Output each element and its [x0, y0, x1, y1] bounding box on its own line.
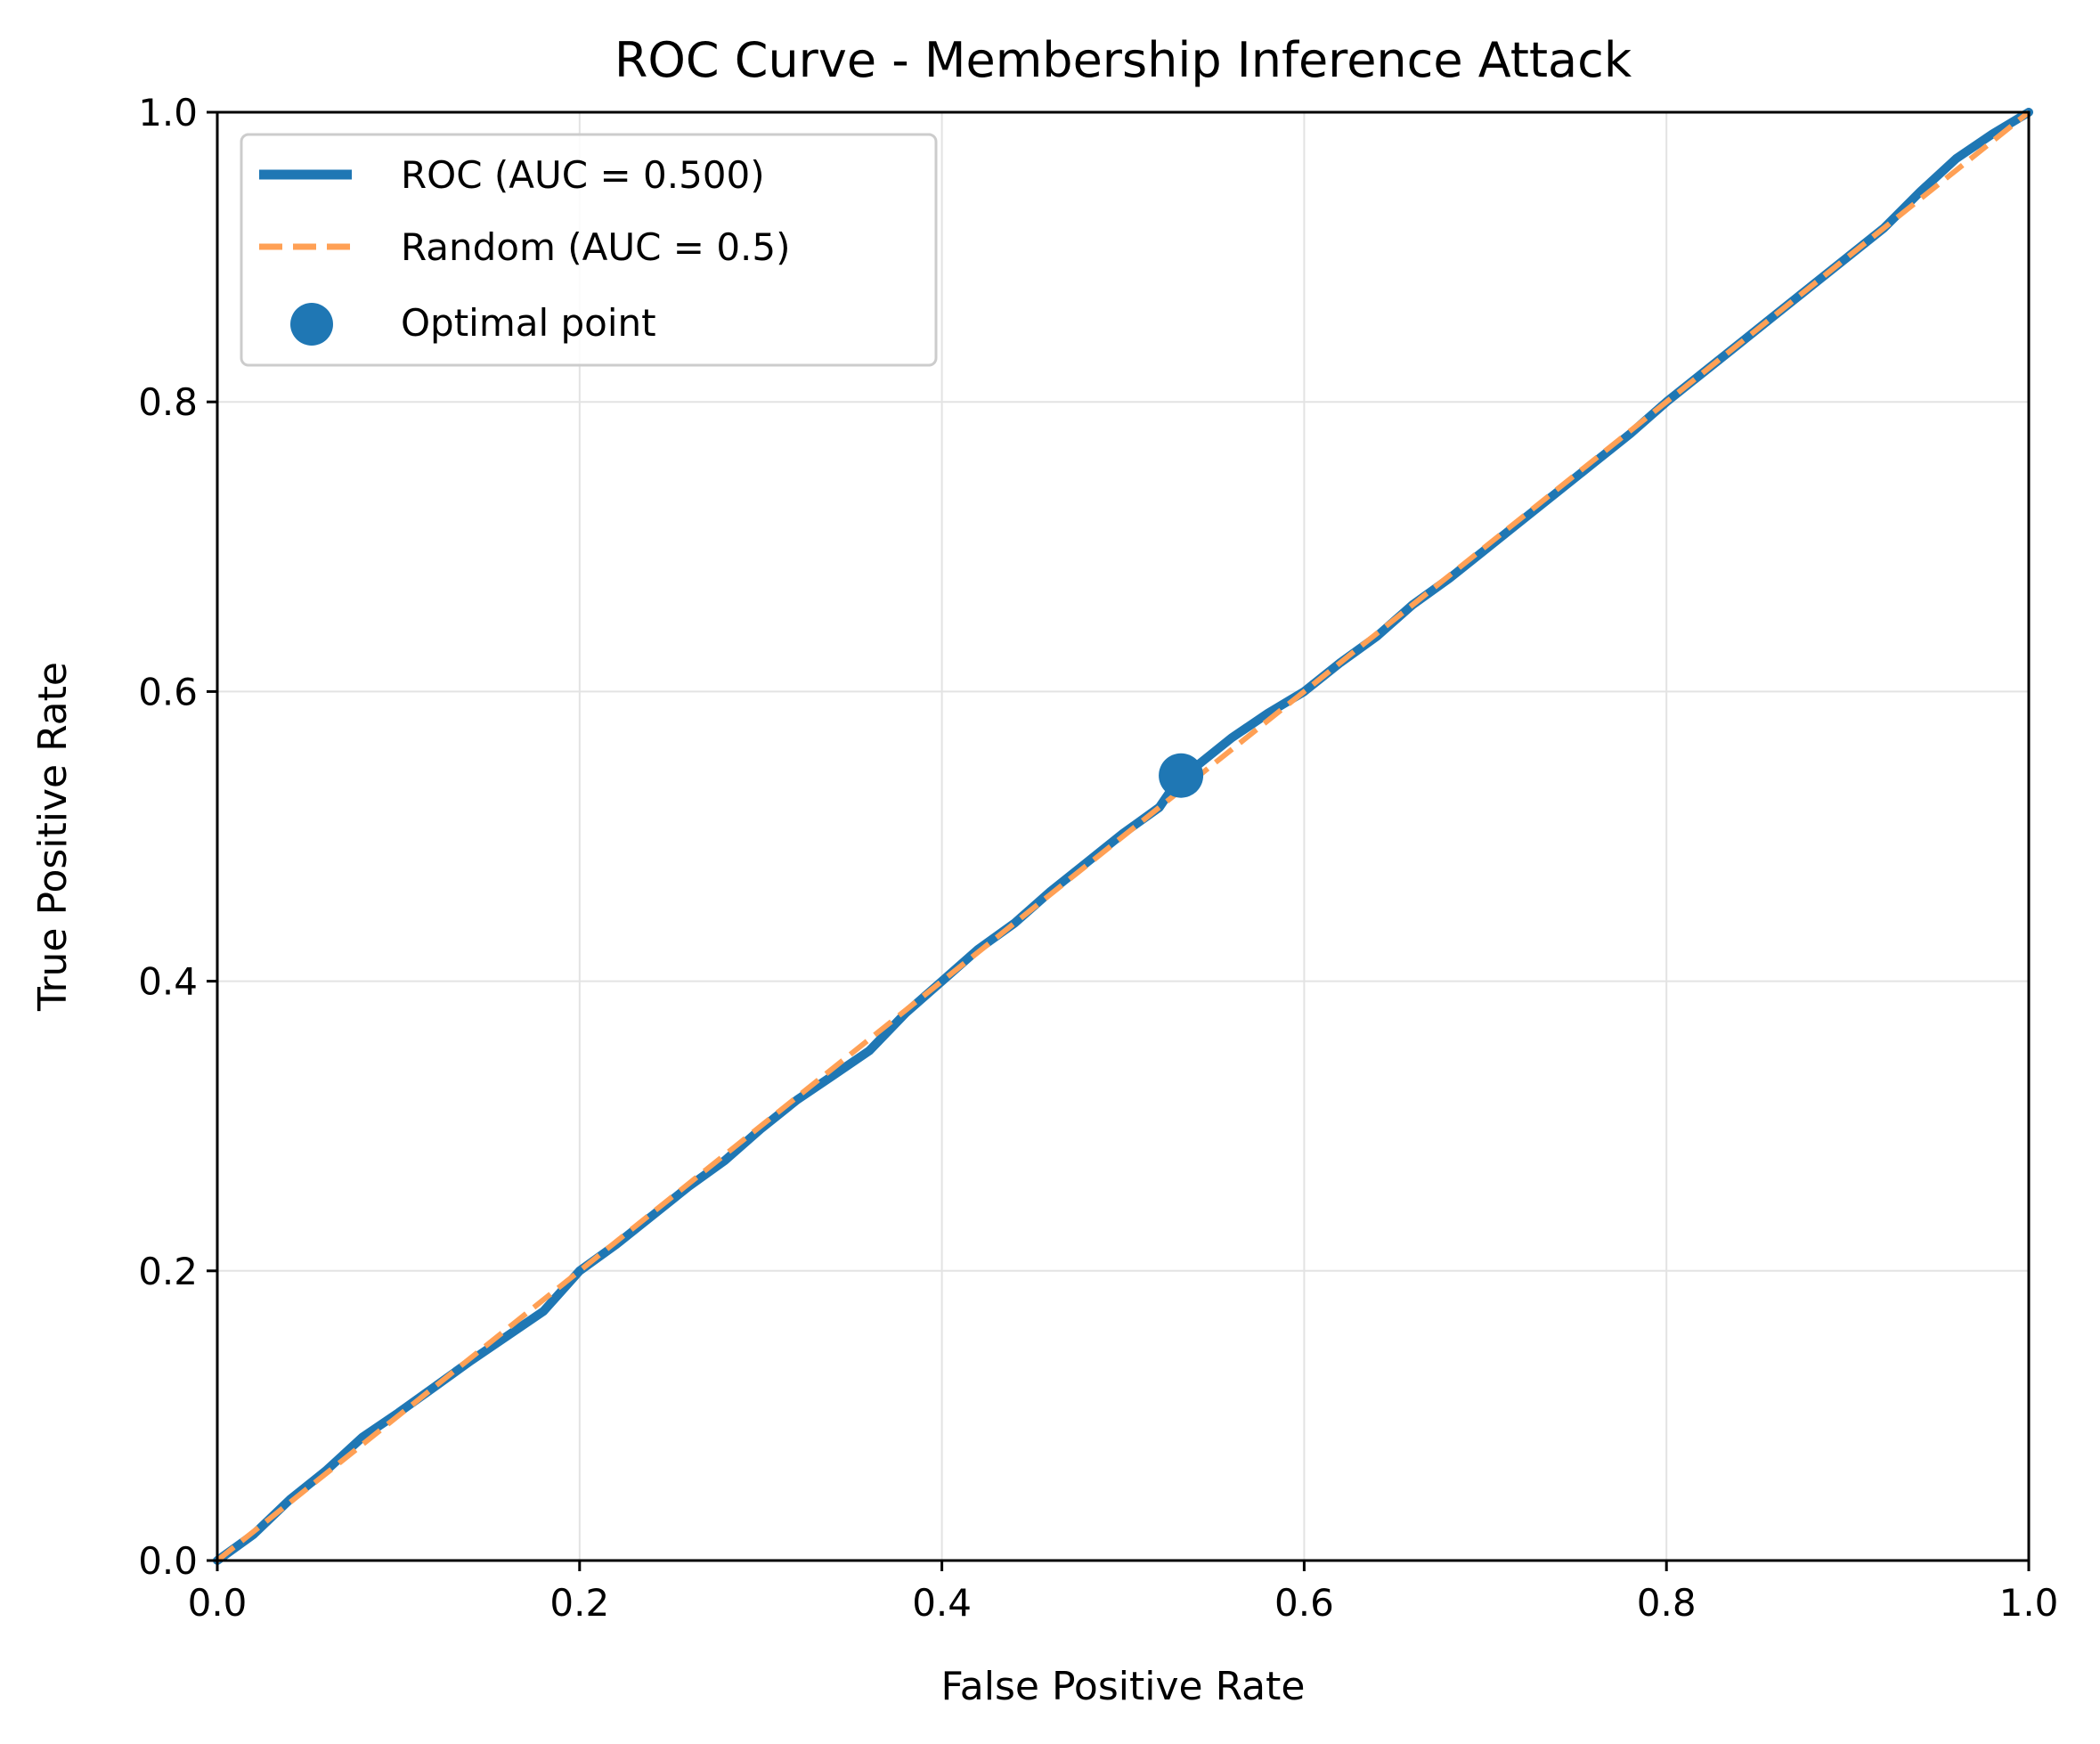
x-tick-label: 0.4: [912, 1581, 972, 1625]
y-tick-label: 1.0: [138, 91, 198, 134]
y-axis-label: True Positive Rate: [30, 662, 76, 1012]
y-tick-label: 0.6: [138, 670, 198, 713]
x-tick-label: 0.8: [1637, 1581, 1697, 1625]
x-axis-label: False Positive Rate: [941, 1664, 1306, 1709]
legend-random-label: Random (AUC = 0.5): [401, 225, 791, 269]
random-baseline-line: [216, 110, 2031, 1563]
legend-box: [240, 133, 938, 367]
y-tick-label: 0.4: [138, 960, 198, 1004]
x-tick-label: 0.0: [188, 1581, 248, 1625]
y-tick-label: 0.0: [138, 1539, 198, 1583]
x-tick-label: 0.2: [549, 1581, 609, 1625]
y-tick-label: 0.2: [138, 1250, 198, 1293]
x-tick-label: 0.6: [1274, 1581, 1334, 1625]
grid: [216, 111, 2030, 1561]
legend-roc-label: ROC (AUC = 0.500): [401, 153, 765, 197]
optimal-point-marker: [1159, 753, 1204, 798]
legend-optimal-label: Optimal point: [401, 301, 656, 345]
ticks: 0.0 0.2 0.4 0.6 0.8 1.0 0.0 0.2 0.4 0.6 0.8 1.0: [138, 91, 2058, 1625]
legend: ROC (AUC = 0.500) Random (AUC = 0.5) Opt…: [240, 133, 938, 367]
chart-title: ROC Curve - Membership Inference Attack: [615, 32, 1632, 88]
series-layer: [213, 108, 2033, 1565]
roc-curve-line: [213, 108, 2033, 1565]
x-tick-label: 1.0: [1999, 1581, 2059, 1625]
legend-optimal-marker: [290, 303, 333, 346]
y-tick-label: 0.8: [138, 380, 198, 424]
plot-frame: [216, 110, 2031, 1562]
